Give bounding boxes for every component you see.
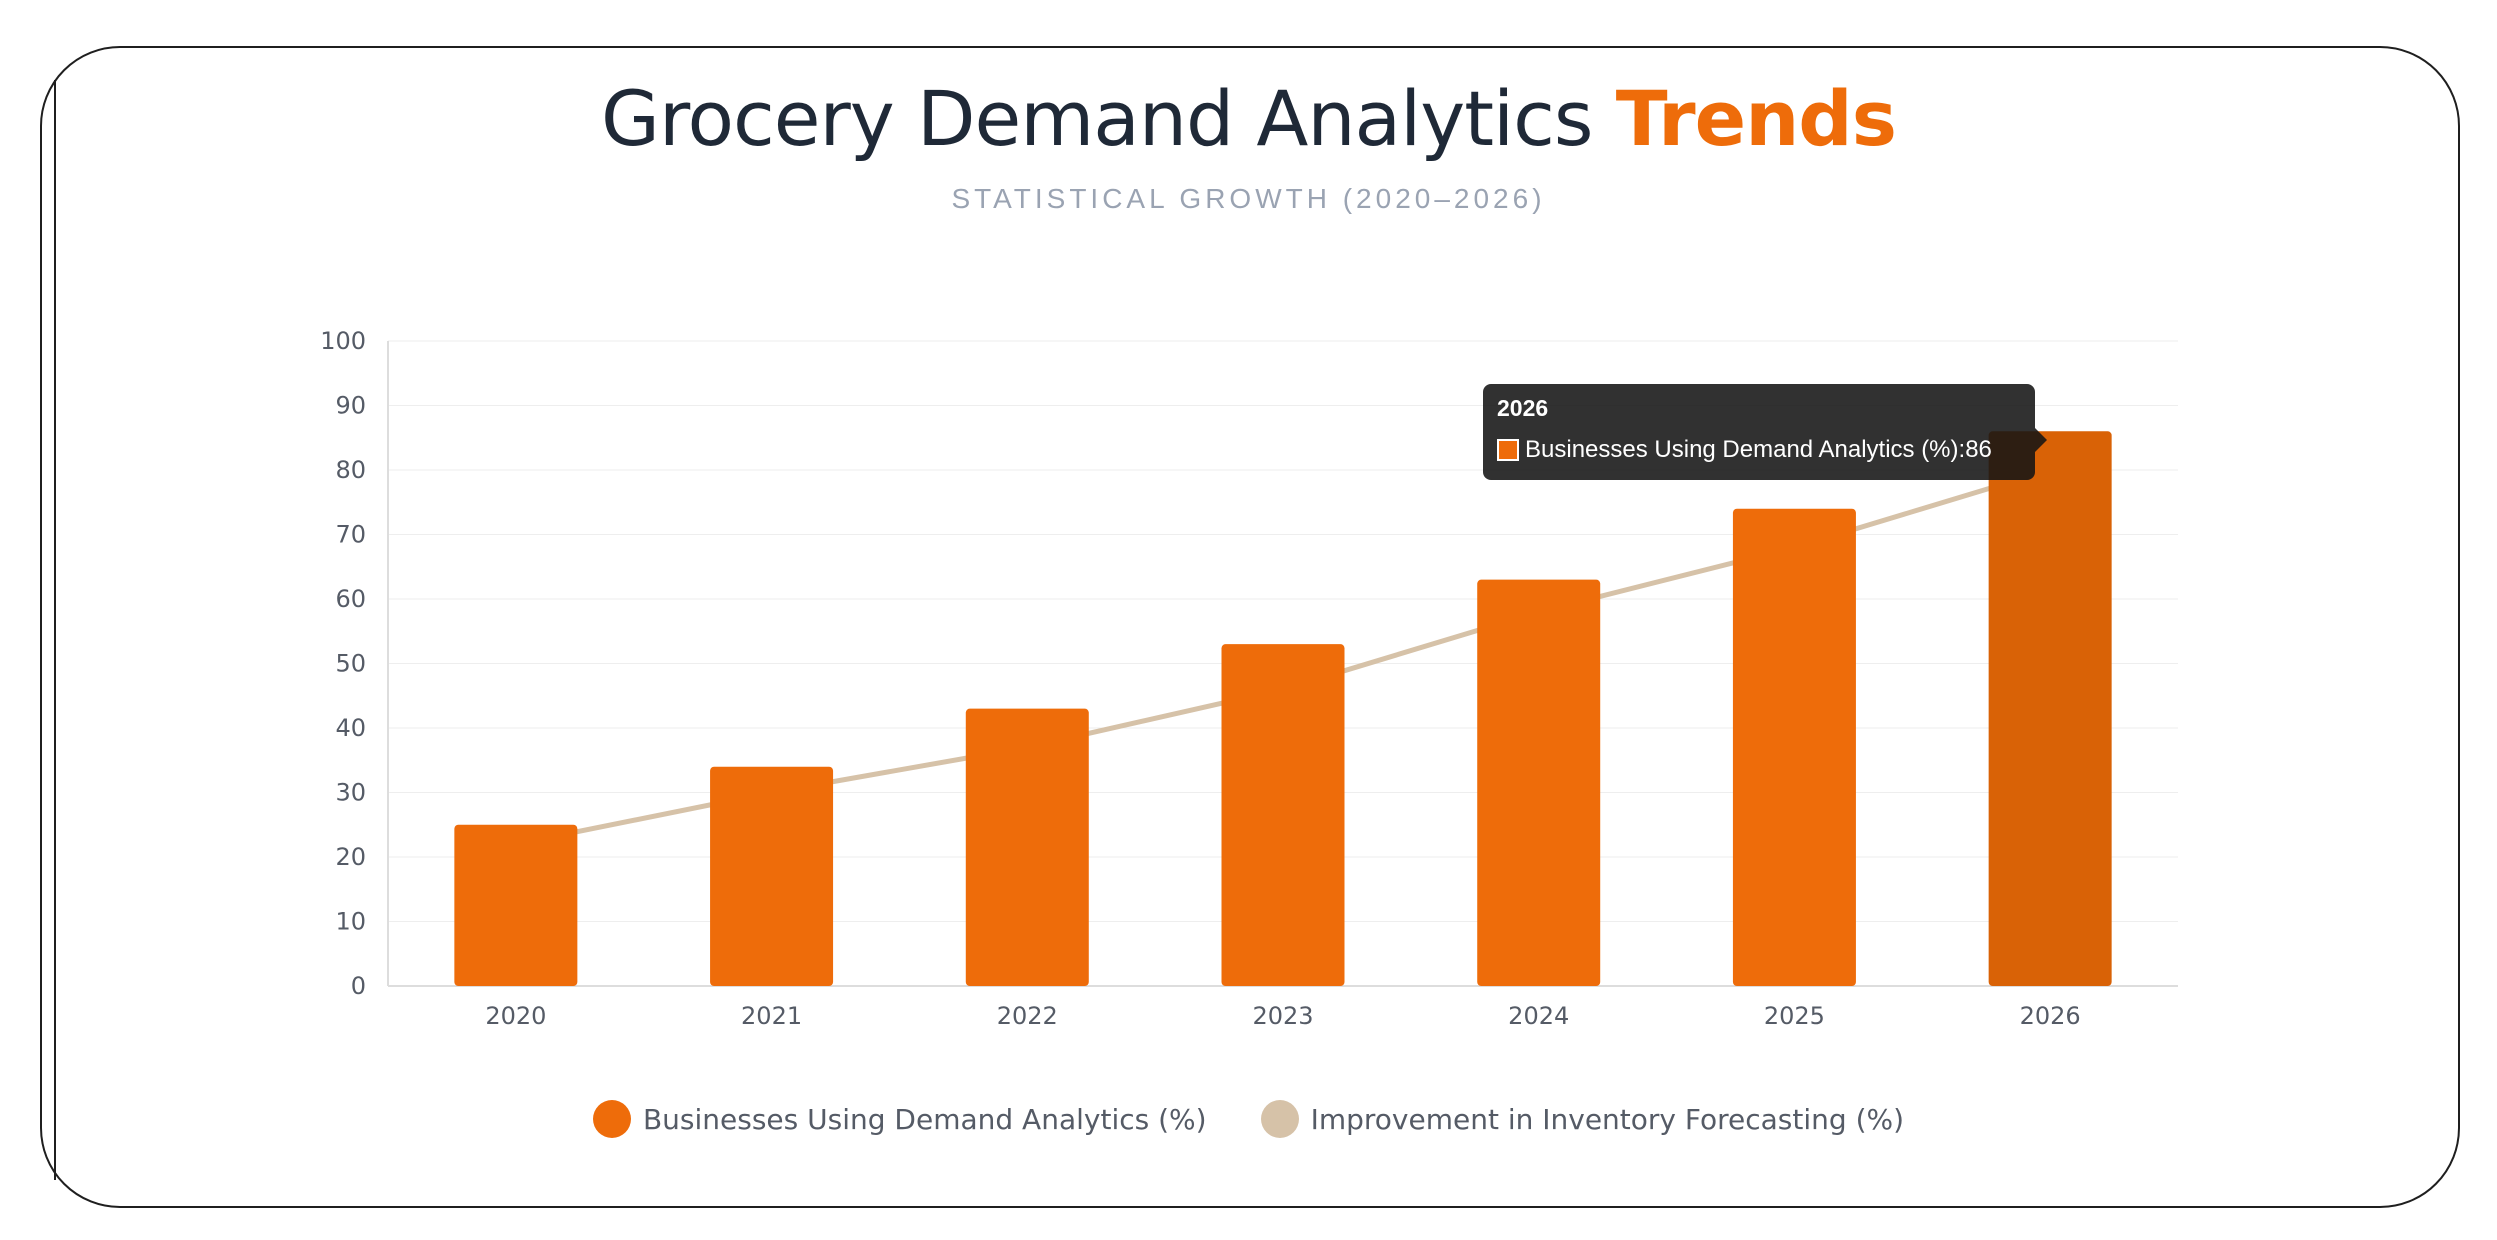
chart-title-accent: Trends xyxy=(1615,74,1897,163)
card-border-line xyxy=(54,80,56,1180)
tooltip-caret xyxy=(2035,428,2047,452)
chart-title-main: Grocery Demand Analytics xyxy=(601,74,1593,163)
y-tick-label: 50 xyxy=(335,650,366,678)
chart-tooltip: 2026 Businesses Using Demand Analytics (… xyxy=(1483,384,2047,480)
legend-label-bars: Businesses Using Demand Analytics (%) xyxy=(642,1102,1207,1136)
bar xyxy=(1732,508,1856,986)
legend-swatch-bars xyxy=(592,1100,631,1138)
y-tick-label: 40 xyxy=(335,714,366,742)
chart-title: Grocery Demand Analytics Trends xyxy=(0,74,2497,163)
bar xyxy=(710,766,834,986)
bar xyxy=(1477,579,1601,986)
x-tick-label: 2026 xyxy=(2020,1002,2081,1030)
legend-item-line[interactable]: Improvement in Inventory Forecasting (%) xyxy=(1260,1100,1905,1138)
tooltip-row: Businesses Using Demand Analytics (%): 8… xyxy=(1497,436,1992,464)
y-tick-label: 100 xyxy=(320,327,366,355)
tooltip-label: Businesses Using Demand Analytics (%): xyxy=(1525,436,1966,463)
legend-label-line: Improvement in Inventory Forecasting (%) xyxy=(1310,1102,1905,1136)
legend-item-bars[interactable]: Businesses Using Demand Analytics (%) xyxy=(592,1100,1207,1138)
tooltip-swatch xyxy=(1497,439,1519,461)
bar xyxy=(1221,644,1345,986)
chart-subtitle: STATISTICAL GROWTH (2020–2026) xyxy=(951,183,1546,214)
y-tick-label: 80 xyxy=(335,456,366,484)
bar xyxy=(1988,431,2112,986)
x-tick-label: 2024 xyxy=(1508,1002,1569,1030)
tooltip-title: 2026 xyxy=(1497,395,1549,421)
x-tick-label: 2020 xyxy=(485,1002,546,1030)
y-tick-label: 20 xyxy=(335,843,366,871)
y-tick-label: 0 xyxy=(351,972,366,1000)
x-tick-label: 2025 xyxy=(1764,1002,1825,1030)
y-tick-label: 30 xyxy=(335,779,366,807)
y-tick-label: 70 xyxy=(335,521,366,549)
y-tick-label: 10 xyxy=(335,908,366,936)
x-tick-label: 2022 xyxy=(997,1002,1058,1030)
chart-legend: Businesses Using Demand Analytics (%) Im… xyxy=(0,1100,2497,1138)
y-tick-label: 60 xyxy=(335,585,366,613)
bar xyxy=(965,708,1089,986)
x-tick-label: 2023 xyxy=(1252,1002,1313,1030)
tooltip-value: 86 xyxy=(1965,436,1992,463)
y-tick-label: 90 xyxy=(335,392,366,420)
x-tick-label: 2021 xyxy=(741,1002,802,1030)
bar xyxy=(454,824,578,986)
legend-swatch-line xyxy=(1260,1100,1299,1138)
